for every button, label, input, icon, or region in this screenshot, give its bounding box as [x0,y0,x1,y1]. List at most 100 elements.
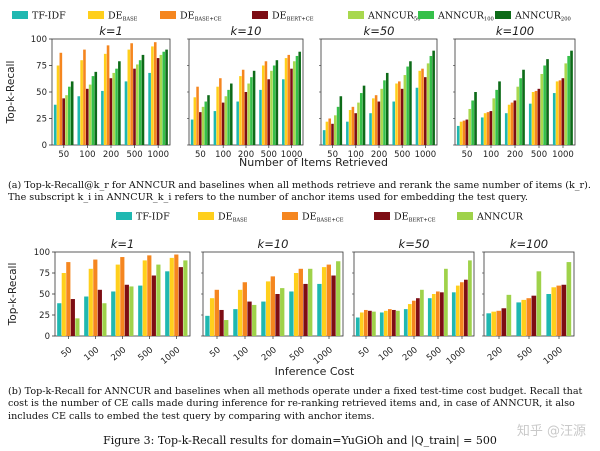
legend-swatch-ANNCUR [457,212,473,220]
legend-label-DE_BASE+CE: DEBASE+CE [302,212,344,224]
legend-label-DE_BERT+CE: DEBERT+CE [272,11,314,23]
x-tick-label: 500 [531,150,547,160]
bar-ANNCUR_100-50 [204,101,208,145]
x-tick-label: 100 [215,150,231,160]
bar-ANNCUR_100-1000 [567,55,570,145]
bar-DE_BASE-50 [193,97,197,145]
bar-ANNCUR_200-50 [70,81,74,145]
y-tick-label: 75 [39,269,50,279]
x-tick-label: 50 [327,150,338,160]
x-tick-label: 100 [82,345,101,363]
bar-DE_BASE-200 [103,53,107,146]
bar-ANNCUR_50-500 [403,75,407,145]
bar-DE_BASE-100 [237,289,243,336]
bar-ANNCUR-200 [129,286,134,336]
bar-DE_BASE-50 [61,273,66,336]
bar-DE_BERT+CE-1000 [424,77,427,145]
bar-ANNCUR_200-100 [362,85,366,145]
bar-ANNCUR_200-200 [385,72,389,145]
bar-ANNCUR_50-100 [492,98,496,145]
legend-swatch-DE_BERT+CE [252,11,268,19]
bar-DE_BASE-50 [56,65,60,145]
bar-DE_BERT+CE-200 [244,92,248,145]
x-tick-label: 200 [238,150,254,160]
bar-ANNCUR_50-50 [65,95,68,145]
bar-DE_BASE+CE-50 [363,309,368,336]
bar-DE_BASE+CE-100 [219,78,222,145]
legend-swatch-DE_BERT+CE [374,212,390,220]
bar-ANNCUR_200-100 [498,81,501,145]
bar-DE_BASE+CE-50 [59,52,63,145]
bar-DE_BERT+CE-1000 [561,284,567,336]
bar-DE_BASE-1000 [555,81,559,145]
bar-DE_BERT+CE-500 [151,275,156,336]
x-tick-label: 200 [260,345,279,363]
x-tick-label: 1000 [445,345,468,367]
bar-ANNCUR-200 [506,294,512,336]
legend-swatch-DE_BASE+CE [160,11,176,19]
x-tick-label: 200 [401,345,420,363]
bar-ANNCUR-50 [75,318,80,336]
bar-ANNCUR-100 [102,303,107,336]
bar-TF-IDF-500 [427,298,432,336]
bar-DE_BASE-200 [507,104,511,145]
bar-DE_BASE+CE-50 [196,86,199,145]
x-tick-label: 1000 [147,150,169,160]
bar-DE_BERT+CE-200 [275,294,280,336]
bar-ANNCUR_200-50 [207,95,210,145]
x-tick-label: 1000 [542,345,565,367]
bar-TF-IDF-200 [101,90,104,145]
bar-DE_BERT+CE-50 [62,98,65,145]
watermark: 知乎 @汪源 [516,424,586,439]
panel-b-0: k=1 0 25 50 75 100 50 100 200 500 1000 [34,237,191,367]
x-tick-label: 50 [357,345,372,360]
bar-ANNCUR-1000 [183,260,188,336]
bar-DE_BERT+CE-100 [392,309,396,336]
bar-TF-IDF-50 [205,315,210,336]
x-tick-label: 1000 [159,345,182,367]
bar-TF-IDF-100 [77,96,81,145]
bar-DE_BASE-200 [115,264,120,336]
bar-DE_BERT+CE-1000 [178,267,183,336]
legend-label-TF-IDF: TF-IDF [136,212,170,223]
bar-DE_BASE-100 [483,113,487,145]
bar-DE_BASE-50 [459,121,463,145]
bar-TF-IDF-100 [213,111,217,145]
bar-ANNCUR-500 [536,271,542,336]
panel-a-0: k=1 0 25 50 75 100 50 100 200 500 1000 [31,24,171,160]
bar-DE_BERT+CE-1000 [331,275,336,336]
bar-TF-IDF-500 [392,101,396,145]
bar-TF-IDF-200 [369,113,372,145]
bar-ANNCUR_200-100 [230,83,233,145]
bar-ANNCUR_50-200 [112,72,116,145]
bar-DE_BASE+CE-200 [106,45,110,145]
x-tick-label: 500 [136,345,155,363]
bar-DE_BASE+CE-1000 [153,42,157,145]
bar-ANNCUR_200-200 [522,69,525,145]
bar-ANNCUR_200-1000 [432,50,435,145]
bar-ANNCUR_50-500 [540,73,544,145]
bar-DE_BASE+CE-100 [93,259,98,336]
bar-TF-IDF-100 [379,312,384,336]
bar-ANNCUR_200-200 [252,70,256,145]
bar-ANNCUR_50-200 [380,88,383,145]
bar-DE_BASE-100 [348,110,352,145]
figure-caption: Figure 3: Top-k-Recall results for domai… [103,434,497,447]
bar-DE_BASE+CE-200 [411,300,416,336]
bar-DE_BERT+CE-1000 [561,78,565,145]
y-tick-label: 25 [36,115,47,125]
bar-ANNCUR-100 [252,304,257,336]
x-tick-label: 200 [486,345,505,363]
bar-TF-IDF-200 [403,309,408,336]
bar-DE_BASE+CE-200 [374,95,378,145]
bar-TF-IDF-1000 [546,294,552,336]
bar-TF-IDF-100 [233,309,238,336]
bar-DE_BERT+CE-50 [465,119,469,145]
bar-ANNCUR_50-500 [270,70,273,145]
bar-DE_BERT+CE-500 [303,283,308,336]
x-tick-label: 500 [126,150,142,160]
bar-DE_BASE-1000 [321,267,327,336]
bar-DE_BASE+CE-100 [351,106,355,145]
bar-DE_BERT+CE-200 [416,298,420,336]
panel-title: k=10 [258,237,289,251]
